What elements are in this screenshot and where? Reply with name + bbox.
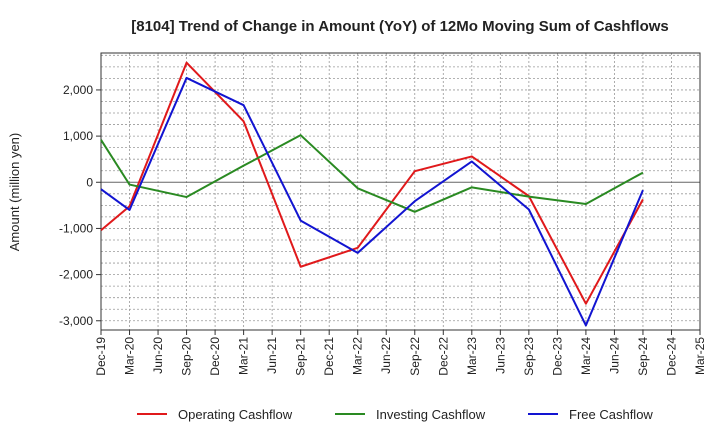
y-tick-label: 0 (86, 175, 93, 189)
x-tick-label: Jun-20 (151, 337, 165, 374)
plot-series (100, 61, 644, 327)
x-axis-ticks: Dec-19 Mar-20 Jun-20 Sep-20 Dec-20 Mar-21 Jun-… (94, 330, 707, 376)
y-tick-label: 2,000 (63, 83, 93, 97)
series-line-free-cashflow (100, 76, 644, 327)
y-tick-label: -2,000 (59, 268, 93, 282)
legend: Operating Cashflow Investing Cashflow Free… (137, 407, 653, 422)
x-tick-label: Jun-22 (379, 337, 393, 374)
x-tick-label: Mar-22 (351, 337, 365, 375)
x-tick-label: Jun-21 (265, 337, 279, 374)
x-tick-label: Mar-24 (579, 337, 593, 375)
y-tick-label: -1,000 (59, 221, 93, 235)
x-tick-label: Dec-23 (550, 337, 564, 376)
x-tick-label: Sep-24 (636, 337, 650, 376)
y-axis-label: Amount (million yen) (7, 133, 22, 252)
y-axis-ticks: -3,000 -2,000 -1,000 0 1,000 2,000 (59, 83, 101, 328)
x-tick-label: Mar-25 (693, 337, 707, 375)
legend-investing-cashflow-label: Investing Cashflow (376, 407, 486, 422)
x-tick-label: Dec-21 (322, 337, 336, 376)
x-tick-label: Dec-22 (436, 337, 450, 376)
x-tick-label: Jun-23 (493, 337, 507, 374)
y-tick-label: 1,000 (63, 129, 93, 143)
x-tick-label: Mar-23 (465, 337, 479, 375)
x-tick-label: Mar-21 (237, 337, 251, 375)
x-tick-label: Mar-20 (123, 337, 137, 375)
x-tick-label: Sep-21 (294, 337, 308, 376)
legend-operating-cashflow-label: Operating Cashflow (178, 407, 293, 422)
x-tick-label: Dec-24 (664, 337, 678, 376)
x-tick-label: Dec-19 (94, 337, 108, 376)
legend-free-cashflow-label: Free Cashflow (569, 407, 653, 422)
x-tick-label: Sep-23 (522, 337, 536, 376)
x-tick-label: Dec-20 (208, 337, 222, 376)
y-tick-label: -3,000 (59, 314, 93, 328)
series-line-investing-cashflow (100, 134, 644, 213)
x-tick-label: Sep-22 (408, 337, 422, 376)
series-line-operating-cashflow (100, 61, 644, 305)
plot-grid (100, 52, 701, 331)
x-tick-label: Sep-20 (180, 337, 194, 376)
chart-title: [8104] Trend of Change in Amount (YoY) o… (131, 18, 669, 35)
x-tick-label: Jun-24 (607, 337, 621, 374)
plot-frame (100, 52, 701, 331)
